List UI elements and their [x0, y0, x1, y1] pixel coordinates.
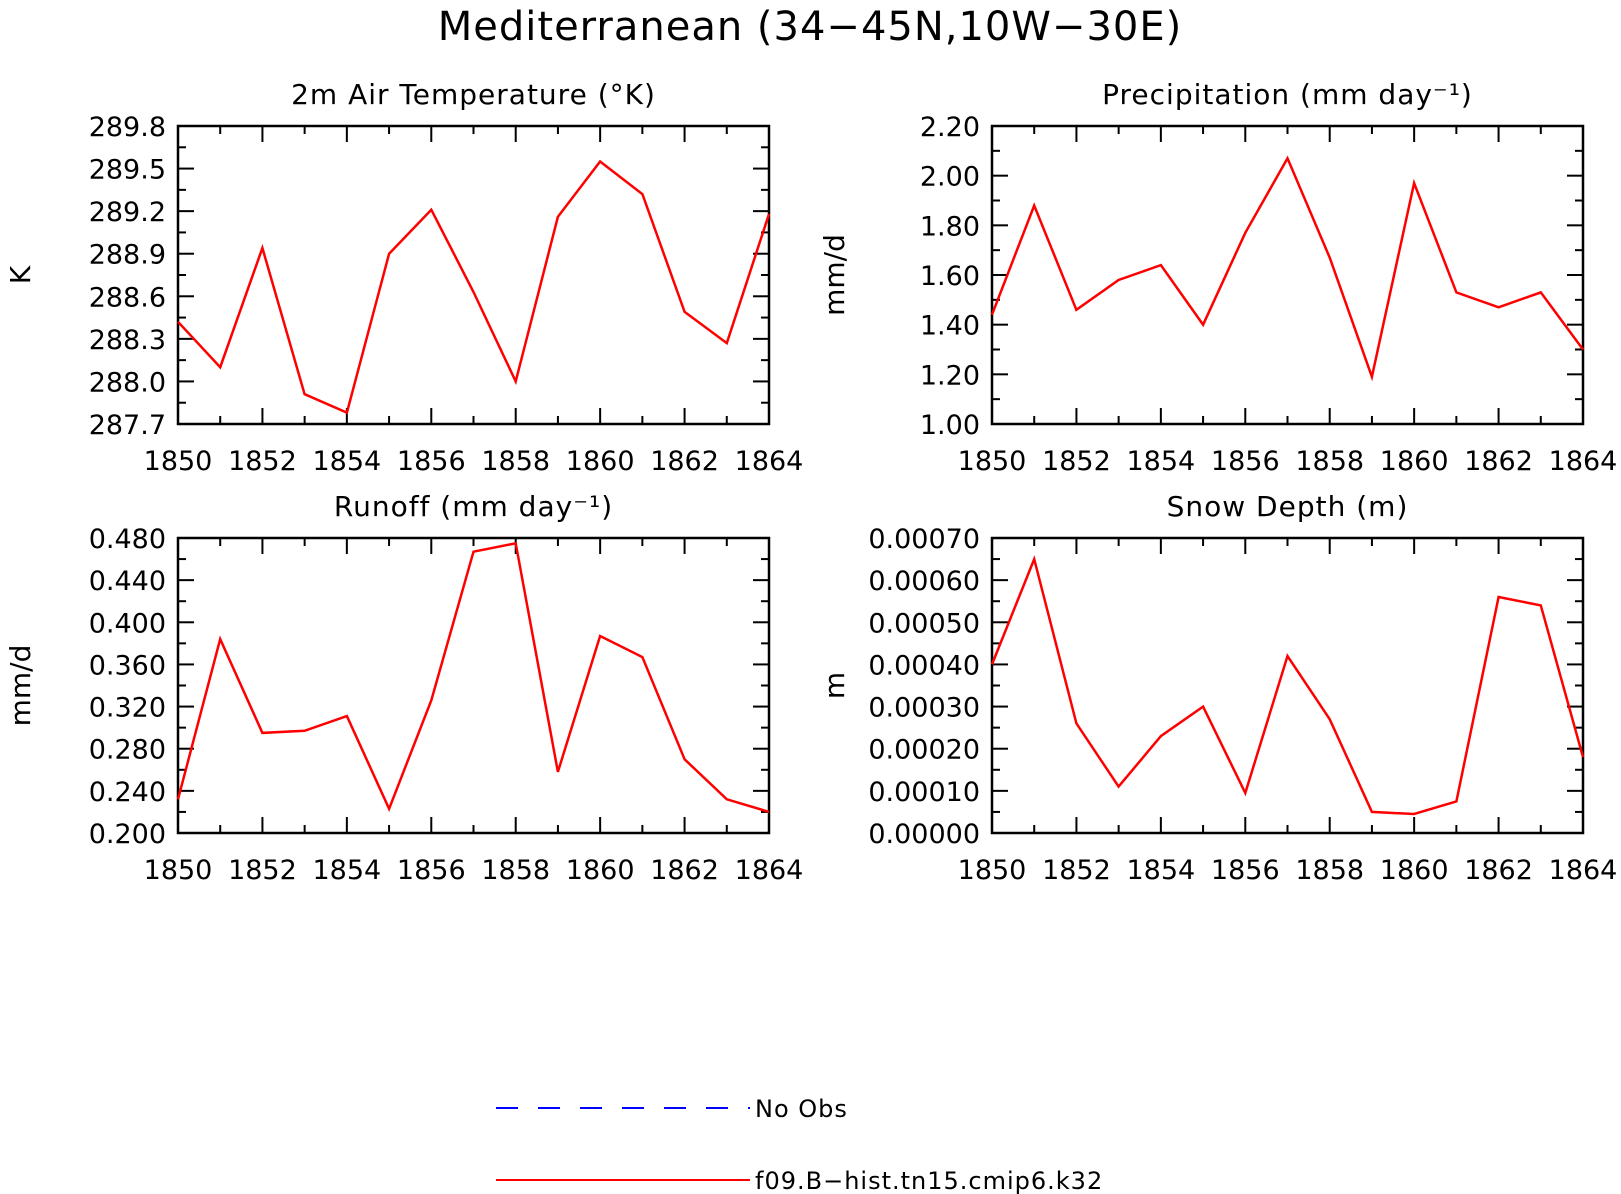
y-tick-label: 288.9 [89, 240, 166, 271]
y-tick-label: 1.20 [920, 360, 980, 391]
x-tick-label: 1854 [312, 446, 381, 477]
panel-title: Snow Depth (m) [1167, 490, 1409, 523]
x-tick-label: 1864 [735, 446, 804, 477]
x-tick-label: 1862 [650, 446, 719, 477]
panel-title: 2m Air Temperature (°K) [291, 78, 656, 111]
plot-frame [990, 536, 1585, 835]
x-tick-label: 1856 [397, 855, 466, 886]
y-axis-label: mm/d [818, 234, 851, 316]
legend-label: No Obs [755, 1095, 848, 1123]
y-tick-label: 0.280 [89, 735, 166, 766]
series-line [990, 155, 1585, 382]
series-line [176, 541, 770, 814]
x-tick-label: 1860 [566, 446, 635, 477]
y-tick-label: 1.00 [920, 410, 980, 441]
x-tick-label: 1850 [144, 855, 213, 886]
y-tick-label: 0.00000 [868, 819, 980, 850]
x-tick-label: 1858 [481, 855, 550, 886]
x-tick-label: 1864 [735, 855, 804, 886]
y-axis-label: K [4, 265, 37, 284]
legend-label: f09.B−hist.tn15.cmip6.k32 [755, 1167, 1103, 1194]
x-tick-label: 1850 [958, 446, 1027, 477]
x-tick-label: 1858 [481, 446, 550, 477]
x-tick-label: 1864 [1549, 855, 1618, 886]
x-tick-label: 1850 [144, 446, 213, 477]
legend: No Obs f09.B−hist.tn15.cmip6.k32 [496, 1095, 1103, 1194]
x-tick-label: 1856 [1211, 855, 1280, 886]
x-tick-label: 1860 [1380, 446, 1449, 477]
x-tick-label: 1862 [650, 855, 719, 886]
y-tick-label: 1.80 [920, 211, 980, 242]
x-tick-label: 1862 [1464, 446, 1533, 477]
x-tick-label: 1860 [1380, 855, 1449, 886]
x-tick-label: 1860 [566, 855, 635, 886]
x-tick-label: 1862 [1464, 855, 1533, 886]
x-tick-label: 1854 [312, 855, 381, 886]
panel-title: Precipitation (mm day⁻¹) [1102, 78, 1473, 111]
y-axis-label: m [818, 672, 851, 699]
series-line [990, 555, 1585, 816]
y-tick-label: 0.320 [89, 693, 166, 724]
y-tick-label: 0.400 [89, 608, 166, 639]
y-tick-label: 0.480 [89, 524, 166, 555]
y-tick-label: 0.00070 [868, 524, 980, 555]
y-tick-label: 0.440 [89, 566, 166, 597]
x-tick-label: 1852 [1042, 446, 1111, 477]
y-axis-label: mm/d [4, 645, 37, 727]
chart-panel: Snow Depth (m) m 1850 1852 1854 1856 1858 1860 1… [818, 490, 1617, 886]
y-tick-label: 289.8 [89, 112, 166, 143]
x-tick-label: 1856 [397, 446, 466, 477]
chart-panel: Runoff (mm day⁻¹) mm/d 1850 1852 1854 1856 185… [4, 490, 803, 886]
y-tick-label: 0.200 [89, 819, 166, 850]
plot-frame [990, 124, 1585, 426]
y-tick-label: 0.00030 [868, 693, 980, 724]
y-tick-label: 0.00020 [868, 735, 980, 766]
y-tick-label: 2.20 [920, 112, 980, 143]
y-tick-label: 287.7 [89, 410, 166, 441]
y-tick-label: 0.00040 [868, 650, 980, 681]
y-tick-label: 0.00050 [868, 608, 980, 639]
y-tick-label: 288.0 [89, 367, 166, 398]
y-tick-label: 288.3 [89, 325, 166, 356]
x-tick-label: 1856 [1211, 446, 1280, 477]
y-tick-label: 288.6 [89, 282, 166, 313]
x-tick-label: 1852 [228, 446, 297, 477]
y-tick-label: 289.2 [89, 197, 166, 228]
figure-title: Mediterranean (34−45N,10W−30E) [438, 4, 1182, 50]
x-tick-label: 1852 [1042, 855, 1111, 886]
y-tick-label: 0.00010 [868, 777, 980, 808]
x-tick-label: 1854 [1126, 446, 1195, 477]
chart-panel: Precipitation (mm day⁻¹) mm/d 1850 1852 1854… [818, 78, 1617, 477]
x-tick-label: 1854 [1126, 855, 1195, 886]
x-tick-label: 1864 [1549, 446, 1618, 477]
y-tick-label: 2.00 [920, 162, 980, 193]
y-tick-label: 0.360 [89, 650, 166, 681]
y-tick-label: 0.240 [89, 777, 166, 808]
plot-frame [176, 536, 771, 835]
series-line [177, 159, 771, 415]
y-tick-label: 1.40 [920, 311, 980, 342]
y-tick-label: 0.00060 [868, 566, 980, 597]
panel-title: Runoff (mm day⁻¹) [334, 490, 613, 523]
x-tick-label: 1850 [958, 855, 1027, 886]
x-tick-label: 1858 [1295, 446, 1364, 477]
x-tick-label: 1858 [1295, 855, 1364, 886]
plot-frame [176, 124, 771, 426]
chart-panels: 2m Air Temperature (°K) K 1850 1852 1854 1856… [4, 78, 1617, 886]
y-tick-label: 289.5 [89, 155, 166, 186]
y-tick-label: 1.60 [920, 261, 980, 292]
chart-panel: 2m Air Temperature (°K) K 1850 1852 1854 1856… [4, 78, 803, 477]
x-tick-label: 1852 [228, 855, 297, 886]
